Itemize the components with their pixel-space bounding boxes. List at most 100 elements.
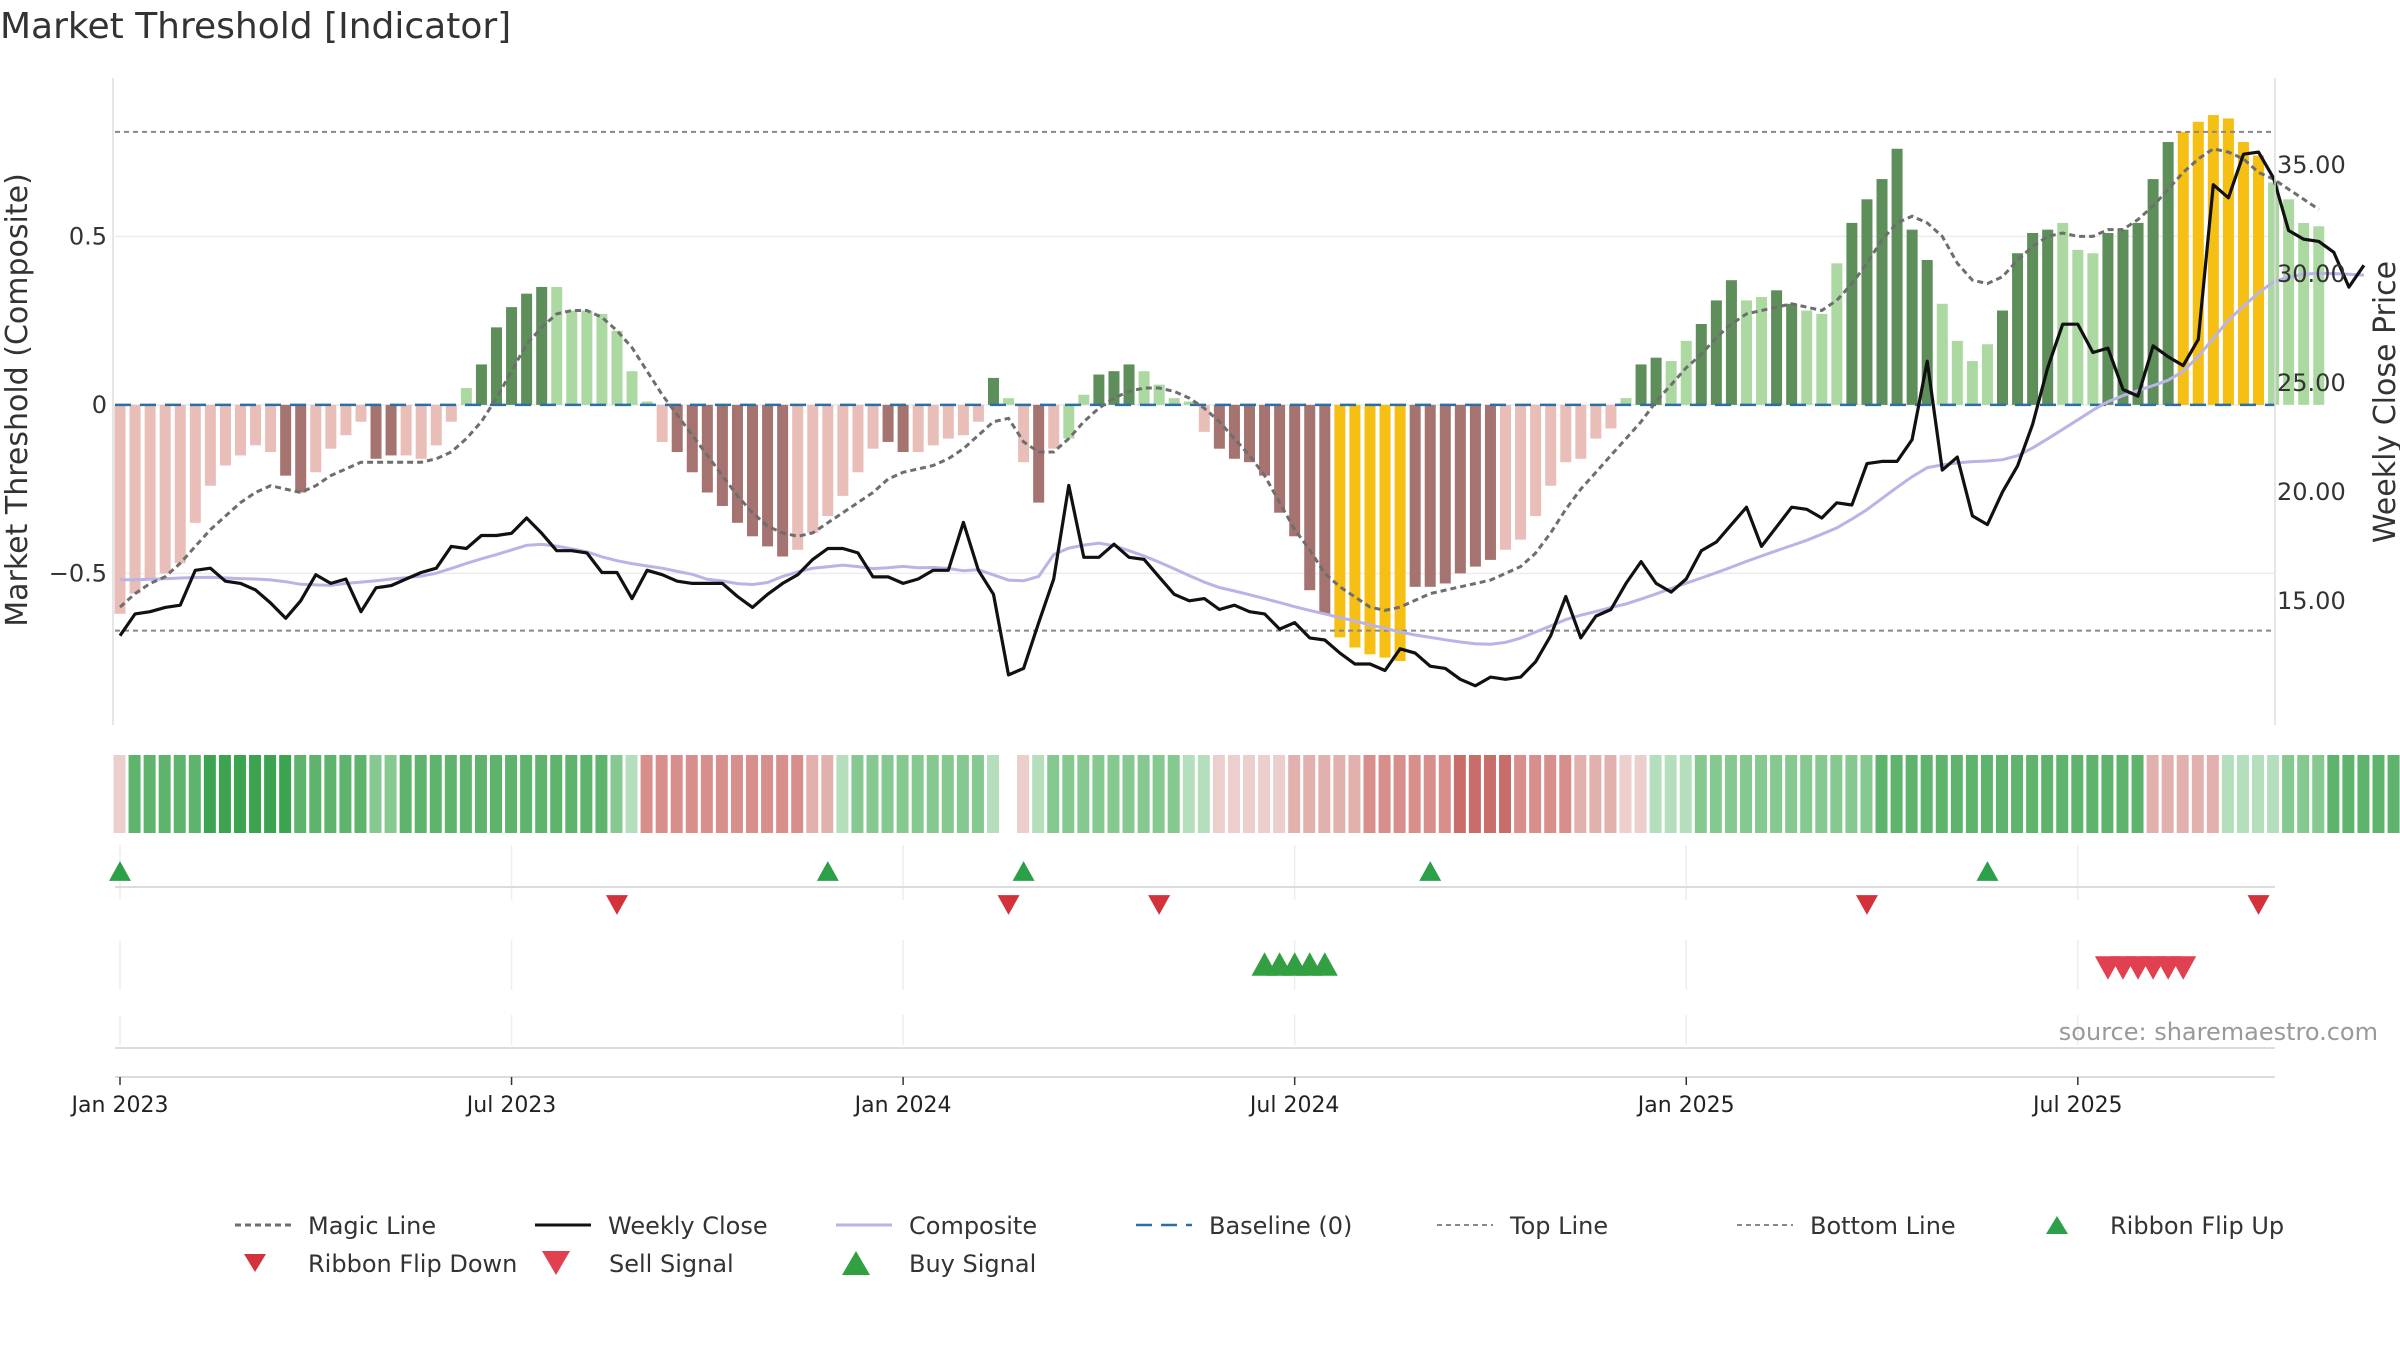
ribbon-flip-down-marker (1148, 895, 1171, 915)
ribbon-cell (474, 755, 487, 833)
x-tick-label: Jul 2025 (2031, 1093, 2123, 1118)
composite-bar (551, 286, 563, 405)
x-tick-label: Jan 2025 (1636, 1093, 1735, 1118)
composite-bar (445, 404, 457, 422)
composite-bar (310, 404, 322, 473)
ribbon-cell (1996, 755, 2008, 833)
ribbon-cell (1348, 755, 1361, 833)
composite-bar (265, 404, 277, 453)
ribbon-cell (640, 755, 653, 833)
ribbon-cell (1363, 755, 1376, 833)
composite-bar (1575, 404, 1587, 459)
ribbon-cell (1649, 755, 1662, 833)
legend-label: Bottom Line (1810, 1212, 1956, 1240)
axes: 0.5 0 −0.5 35.00 30.00 25.00 20.00 15.00 (49, 78, 2346, 725)
ribbon-cell (1604, 755, 1617, 833)
composite-bar (1515, 404, 1527, 540)
ribbon-cell (384, 755, 397, 833)
composite-bar (1545, 404, 1557, 486)
composite-bar (280, 404, 292, 476)
composite-bar (189, 404, 201, 523)
ribbon-cell (2206, 755, 2219, 833)
ribbon-cell (233, 755, 246, 833)
composite-bar (1635, 364, 1647, 405)
ribbon-cell (1017, 755, 1030, 833)
composite-bar (129, 404, 141, 594)
composite-bar (566, 310, 578, 405)
ribbon-cell (1785, 755, 1798, 833)
composite-bar (897, 404, 909, 453)
x-tick-label: Jan 2023 (70, 1093, 169, 1118)
composite-bar (1530, 404, 1542, 517)
composite-bar (2132, 222, 2144, 405)
ribbon-cell (1890, 755, 1903, 833)
legend-label: Composite (909, 1212, 1037, 1240)
composite-bar (2042, 229, 2054, 405)
composite-bar (2057, 222, 2069, 405)
composite-bar (325, 404, 337, 449)
ribbon-cell (1679, 755, 1692, 833)
x-tick-label: Jul 2023 (465, 1093, 557, 1118)
ribbon-cell (2146, 755, 2159, 833)
ribbon-cell (158, 755, 171, 833)
ribbon-cell (836, 755, 849, 833)
ribbon-cell (264, 755, 277, 833)
ribbon-cell (2176, 755, 2189, 833)
ribbon-cell (1243, 755, 1255, 833)
composite-bar (1876, 179, 1888, 405)
ribbon-flip-down-marker (1855, 895, 1878, 915)
ribbon-flip-up-marker (1012, 861, 1035, 881)
composite-bar (1153, 384, 1165, 405)
composite-bar (1997, 310, 2008, 405)
composite-bar (686, 404, 698, 473)
composite-bar (174, 404, 186, 564)
ribbon-cell (926, 755, 939, 833)
ribbon-cell (339, 755, 352, 833)
ribbon-cell (2011, 755, 2024, 833)
ribbon-cell (2116, 755, 2129, 833)
legend-swatch (842, 1251, 870, 1275)
composite-bar (1861, 199, 1873, 405)
composite-bar (822, 404, 834, 517)
y-left-tick-label: −0.5 (49, 559, 107, 587)
composite-bar (1469, 404, 1481, 567)
composite-bar (2117, 229, 2129, 405)
ribbon-cell (550, 755, 563, 833)
source-note: source: sharemaestro.com (2059, 1018, 2378, 1046)
ribbon-cell (1167, 755, 1180, 833)
ribbon-cell (1378, 755, 1391, 833)
composite-bar (1500, 404, 1512, 550)
ribbon-flip-up-marker (109, 861, 131, 881)
composite-bar (1123, 364, 1135, 405)
composite-bar (114, 404, 126, 614)
composite-bar (1033, 404, 1045, 503)
x-tick-label: Jan 2024 (853, 1093, 952, 1118)
ribbon-cell (1709, 755, 1722, 833)
ribbon-cell (2357, 755, 2370, 833)
ribbon-flip-down-marker (2247, 895, 2270, 915)
ribbon-cell (1227, 755, 1240, 833)
ribbon-cell (414, 755, 427, 833)
composite-bar (1484, 404, 1496, 560)
ribbon-cell (1408, 755, 1421, 833)
composite-bar (596, 313, 608, 405)
composite-bar (852, 404, 864, 473)
ribbon-cell (1393, 755, 1406, 833)
composite-bar (1756, 297, 1768, 405)
ribbon-cell (1514, 755, 1527, 833)
ribbon-cell (143, 755, 156, 833)
magic-line (119, 147, 2320, 612)
ribbon-cell (1047, 755, 1060, 833)
y-right-tick-label: 15.00 (2277, 587, 2346, 615)
composite-bar (747, 404, 759, 537)
legend-swatch (2046, 1216, 2068, 1234)
ribbon-cell (806, 755, 819, 833)
ribbon-cell (173, 755, 186, 833)
ribbon-cell (851, 755, 864, 833)
ribbon-cell (956, 755, 969, 833)
ribbon-cell (866, 755, 879, 833)
sell-signal-marker (2170, 956, 2197, 980)
composite-bar (521, 293, 533, 405)
ribbon-cell (1860, 755, 1873, 833)
composite-bar (1891, 148, 1903, 405)
